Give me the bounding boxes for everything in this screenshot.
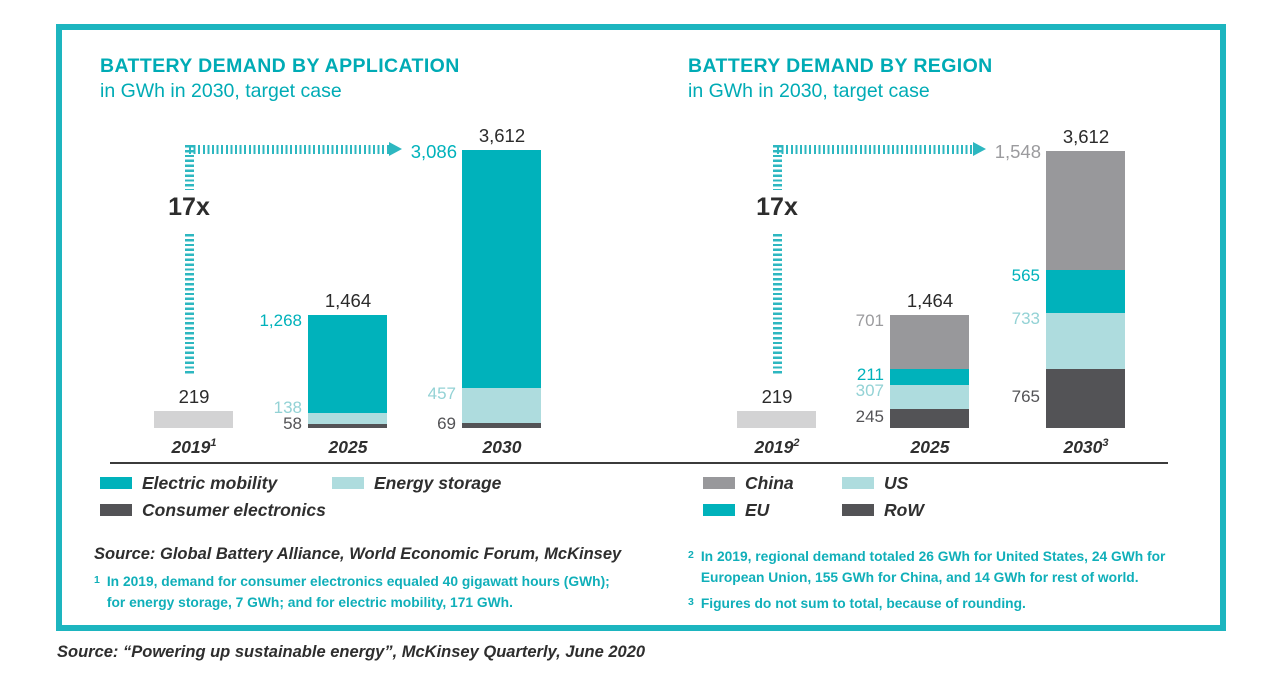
segment-value-label: 69 (437, 414, 456, 433)
segment-value-label: 765 (1011, 387, 1040, 406)
x-axis-category-label: 2025 (910, 437, 950, 457)
chart1-source-note: Source: Global Battery Alliance, World E… (94, 545, 622, 563)
legend-swatch (703, 477, 735, 489)
growth-arrowhead-icon (389, 142, 402, 156)
growth-arrow-horizontal (777, 145, 973, 154)
growth-multiplier-label: 17x (168, 193, 210, 221)
bar-segment (890, 315, 969, 369)
segment-value-label: 565 (1011, 266, 1040, 285)
legend-label: US (884, 472, 909, 493)
growth-arrow-vertical-upper (773, 145, 782, 190)
legend-label: Energy storage (374, 472, 502, 493)
segment-value-label: 701 (855, 311, 884, 330)
chart1-subtitle: in GWh in 2030, target case (100, 80, 342, 102)
footnote-1-marker: 1 (94, 574, 100, 586)
footnote-3: 3 Figures do not sum to total, because o… (688, 594, 1188, 615)
chart2-subtitle: in GWh in 2030, target case (688, 80, 930, 102)
legend-label: EU (745, 499, 770, 520)
growth-arrow-value-label: 1,548 (994, 141, 1041, 162)
chart1-title: BATTERY DEMAND BY APPLICATION (100, 55, 460, 77)
legend-item: EU (703, 499, 769, 521)
category-footnote-marker: 2 (793, 437, 800, 450)
bar-segment (308, 315, 387, 413)
bar-total-label: 1,464 (906, 290, 954, 311)
bar-segment (1046, 151, 1125, 270)
bar-segment (1046, 369, 1125, 428)
bar-segment (1046, 270, 1125, 313)
legend-swatch (703, 504, 735, 516)
bar-total-label: 219 (178, 386, 210, 407)
axis-divider (110, 462, 1168, 464)
footnote-2-text: In 2019, regional demand totaled 26 GWh … (700, 549, 1166, 585)
bar-segment (462, 150, 541, 388)
bar-total-label: 219 (761, 386, 793, 407)
footnote-2-marker: 2 (688, 549, 694, 561)
bar-segment (462, 423, 541, 428)
growth-multiplier-label: 17x (756, 193, 798, 221)
x-axis-category-label: 2025 (328, 437, 368, 457)
bar-total-label: 3,612 (1062, 126, 1110, 147)
legend-item: RoW (842, 499, 924, 521)
segment-value-label: 138 (273, 398, 302, 417)
segment-value-label: 211 (856, 365, 884, 384)
category-footnote-marker: 1 (210, 437, 217, 450)
bar-total-label: 1,464 (324, 290, 372, 311)
segment-value-label: 58 (283, 414, 302, 433)
x-axis-category-label: 20303 (1063, 437, 1109, 457)
growth-arrow-horizontal (189, 145, 389, 154)
bar-segment (890, 369, 969, 385)
segment-value-label: 733 (1011, 309, 1040, 328)
bar-segment (154, 411, 233, 428)
growth-arrowhead-icon (973, 142, 986, 156)
legend-swatch (842, 477, 874, 489)
growth-arrow-value-label: 3,086 (410, 141, 457, 162)
bar-segment (1046, 313, 1125, 369)
x-axis-category-label: 20192 (754, 437, 800, 457)
footnote-3-text: Figures do not sum to total, because of … (700, 596, 1026, 611)
footnote-1: 1 In 2019, demand for consumer electroni… (94, 572, 624, 614)
legend-label: Electric mobility (142, 472, 278, 493)
segment-value-label: 457 (427, 384, 456, 403)
legend-item: Consumer electronics (100, 499, 326, 521)
legend-item: US (842, 472, 908, 494)
legend-swatch (100, 504, 132, 516)
footnote-1-text: In 2019, demand for consumer electronics… (106, 574, 610, 610)
bar-segment (462, 388, 541, 423)
legend-item: Electric mobility (100, 472, 277, 494)
bar-segment (890, 385, 969, 409)
bar-segment (737, 411, 816, 428)
legend-swatch (332, 477, 364, 489)
segment-value-label: 307 (855, 381, 884, 400)
footnote-2: 2 In 2019, regional demand totaled 26 GW… (688, 547, 1188, 589)
segment-value-label: 1,268 (259, 311, 302, 330)
legend-item: Energy storage (332, 472, 501, 494)
x-axis-category-label: 20191 (171, 437, 217, 457)
legend-item: China (703, 472, 794, 494)
legend-swatch (100, 477, 132, 489)
segment-value-label: 245 (855, 407, 884, 426)
legend-swatch (842, 504, 874, 516)
growth-arrow-vertical-lower (185, 234, 194, 374)
legend-label: RoW (884, 499, 924, 520)
chart2-title: BATTERY DEMAND BY REGION (688, 55, 993, 77)
x-axis-category-label: 2030 (482, 437, 522, 457)
footnote-3-marker: 3 (688, 596, 694, 608)
growth-arrow-vertical-lower (773, 234, 782, 374)
exhibit-source-line: Source: “Powering up sustainable energy”… (57, 643, 646, 661)
growth-arrow-vertical-upper (185, 145, 194, 190)
exhibit-frame (56, 24, 1226, 631)
bar-segment (308, 413, 387, 424)
category-footnote-marker: 3 (1102, 437, 1109, 450)
bar-segment (308, 424, 387, 428)
bar-segment (890, 409, 969, 428)
legend-label: China (745, 472, 794, 493)
legend-label: Consumer electronics (142, 499, 326, 520)
bar-total-label: 3,612 (478, 125, 526, 146)
